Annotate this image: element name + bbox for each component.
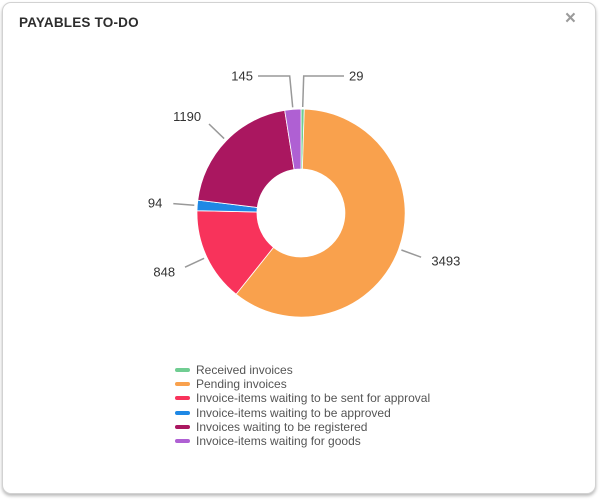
legend-label: Invoice-items waiting to be approved — [196, 405, 391, 420]
legend-label: Invoices waiting to be registered — [196, 419, 368, 434]
connector-1 — [401, 249, 422, 258]
connector-4 — [208, 123, 225, 140]
data-label-1: 3493 — [431, 254, 460, 269]
legend-marker — [175, 439, 190, 444]
legend-label: Invoice-items waiting to be sent for app… — [196, 391, 431, 406]
legend-label: Pending invoices — [196, 377, 287, 392]
payables-todo-panel: PAYABLES TO-DO × 29 3493 848 94 1190 145 Rece… — [2, 2, 596, 494]
connector-2 — [184, 257, 205, 268]
connector-0 — [301, 75, 344, 108]
legend-item-3[interactable]: Invoice-items waiting to be approved — [175, 406, 430, 420]
legend-label: Invoice-items waiting for goods — [196, 434, 361, 449]
data-label-5: 145 — [231, 69, 253, 84]
data-labels: 29 3493 848 94 1190 145 — [148, 69, 460, 280]
legend-item-2[interactable]: Invoice-items waiting to be sent for app… — [175, 391, 430, 405]
legend-item-5[interactable]: Invoice-items waiting for goods — [175, 434, 430, 448]
legend-marker — [175, 368, 190, 373]
donut-slice-4[interactable] — [197, 109, 295, 208]
close-icon[interactable]: × — [564, 8, 576, 29]
data-label-2: 848 — [153, 264, 175, 279]
legend-item-0[interactable]: Received invoices — [175, 363, 430, 377]
payables-donut-chart: 29 3493 848 94 1190 145 — [148, 69, 460, 318]
legend-item-4[interactable]: Invoices waiting to be registered — [175, 420, 430, 434]
connector-3 — [173, 202, 195, 206]
data-label-4: 1190 — [173, 109, 201, 124]
legend-item-1[interactable]: Pending invoices — [175, 377, 430, 391]
donut-slices — [196, 108, 406, 318]
connector-5 — [258, 75, 294, 108]
legend-marker — [175, 410, 190, 415]
data-label-0: 29 — [349, 69, 363, 84]
label-connectors — [173, 75, 422, 268]
legend-label: Received invoices — [196, 363, 293, 378]
legend-marker — [175, 382, 190, 387]
legend-marker — [175, 424, 190, 429]
donut-slice-5[interactable] — [284, 108, 302, 170]
chart-legend: Received invoices Pending invoices Invoice… — [175, 363, 430, 448]
data-label-3: 94 — [148, 195, 162, 210]
legend-marker — [175, 396, 190, 401]
page-title: PAYABLES TO-DO — [19, 15, 139, 30]
donut-slice-1[interactable] — [235, 108, 406, 318]
